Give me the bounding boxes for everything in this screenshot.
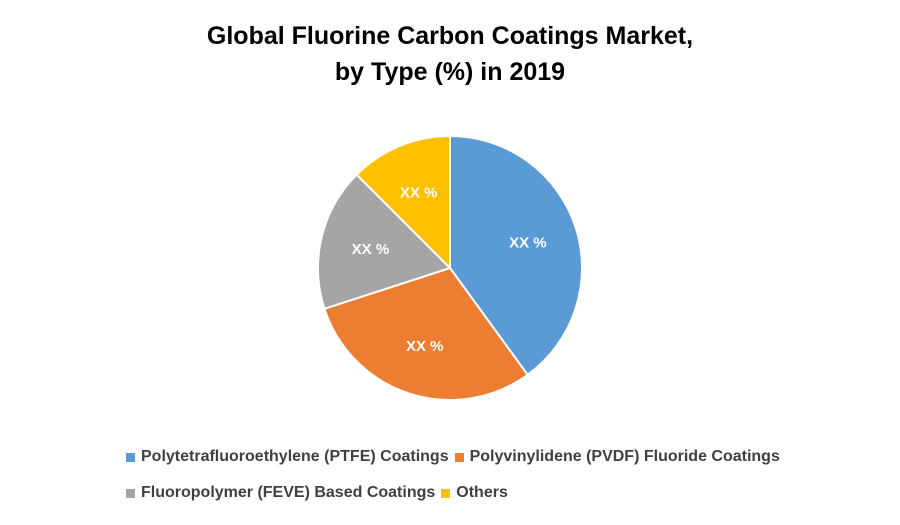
chart-title-line-2: by Type (%) in 2019 — [334, 58, 566, 86]
pie-slice-pvdf — [323, 266, 529, 401]
pie-slice-others — [355, 134, 451, 271]
pie-label-ptfe: XX % — [509, 235, 547, 252]
legend-swatch-feve — [126, 488, 135, 498]
pie-slice-ptfe — [449, 134, 583, 377]
pie-slice-feve — [317, 173, 452, 311]
pie-label-pvdf: XX % — [406, 338, 444, 355]
legend-swatch-others — [441, 488, 451, 498]
legend-label-others: Others — [456, 484, 508, 501]
legend-item-feve: Fluoropolymer (FEVE) Based Coatings — [126, 484, 435, 502]
chart-title: Global Fluorine Carbon Coatings Market, … — [0, 18, 900, 90]
legend-row-2: Fluoropolymer (FEVE) Based Coatings Othe… — [126, 484, 514, 502]
legend-swatch-pvdf — [454, 452, 464, 462]
pie-label-others: XX % — [400, 184, 438, 201]
chart-title-line-1: Global Fluorine Carbon Coatings Market, — [206, 22, 694, 50]
legend-label-feve: Fluoropolymer (FEVE) Based Coatings — [141, 484, 436, 501]
legend-swatch-ptfe — [126, 452, 135, 462]
pie-label-feve: XX % — [352, 241, 390, 258]
legend-item-ptfe: Polytetrafluoroethylene (PTFE) Coatings — [126, 448, 449, 466]
legend-item-others: Others — [441, 484, 508, 502]
legend-row-1: Polytetrafluoroethylene (PTFE) Coatings … — [126, 448, 786, 466]
legend-item-pvdf: Polyvinylidene (PVDF) Fluoride Coatings — [454, 448, 780, 466]
legend-label-ptfe: Polytetrafluoroethylene (PTFE) Coatings — [141, 448, 449, 465]
legend-label-pvdf: Polyvinylidene (PVDF) Fluoride Coatings — [469, 448, 780, 465]
